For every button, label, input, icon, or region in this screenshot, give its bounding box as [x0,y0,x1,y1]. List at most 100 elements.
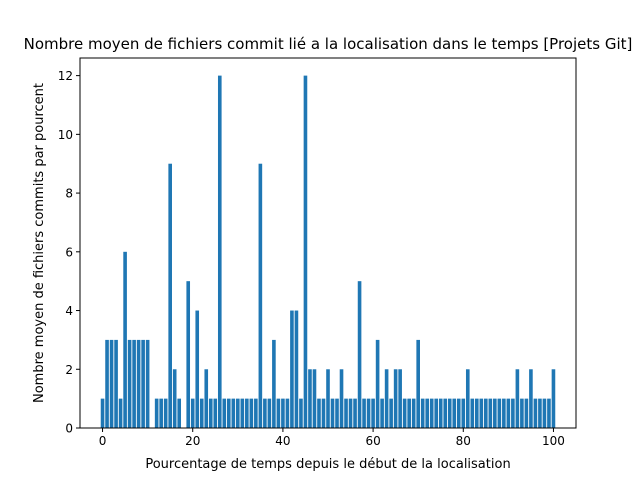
bar-48 [317,398,321,428]
y-tick-label: 8 [65,187,73,201]
bar-14 [163,398,168,428]
bar-49 [321,398,326,428]
bar-19 [186,281,191,428]
bar-97 [538,398,542,428]
x-axis-label: Pourcentage de temps depuis le début de … [145,457,510,472]
bar-62 [380,398,384,428]
bar-100 [551,369,556,428]
bar-31 [240,398,245,428]
bar-75 [438,398,443,428]
bar-67 [402,398,407,428]
bar-55 [348,398,353,428]
bar-80 [461,398,466,428]
bar-10 [145,339,150,428]
bar-1 [105,339,109,428]
bar-40 [281,398,285,428]
bar-88 [497,398,502,428]
x-tick-label: 100 [542,434,565,448]
bar-60 [371,398,375,428]
bar-82 [470,398,475,428]
x-axis-ticks: 0 20 40 60 80 100 [99,428,565,448]
x-tick-label: 80 [456,434,471,448]
x-tick-label: 20 [185,434,200,448]
bar-8 [136,339,141,428]
bar-66 [398,369,402,428]
bar-58 [362,398,366,428]
bar-39 [276,398,281,428]
bar-5 [123,251,127,428]
bar-44 [299,398,303,428]
bar-99 [547,398,551,428]
bar-71 [420,398,425,428]
bar-93 [520,398,524,428]
bar-43 [294,310,299,428]
bar-30 [236,398,240,428]
y-tick-label: 10 [58,128,73,142]
bar-32 [245,398,249,428]
bar-90 [506,398,511,428]
bar-87 [493,398,497,428]
y-tick-label: 2 [65,363,73,377]
x-tick-label: 60 [365,434,380,448]
bar-57 [357,281,362,428]
bar-17 [177,398,182,428]
bar-38 [272,339,276,428]
bar-21 [195,310,200,428]
bar-81 [465,369,470,428]
bar-86 [488,398,493,428]
bar-98 [542,398,547,428]
bar-53 [339,369,344,428]
y-tick-label: 12 [58,69,73,83]
bar-15 [168,163,172,428]
bar-24 [208,398,213,428]
bar-78 [452,398,457,428]
bar-61 [375,339,380,428]
bar-13 [159,398,163,428]
bar-64 [389,398,393,428]
bar-26 [217,75,222,429]
bar-46 [308,369,312,428]
x-tick-label: 40 [275,434,290,448]
y-axis-label: Nombre moyen de fichiers commits par pou… [32,83,47,403]
bar-29 [231,398,236,428]
x-tick-label: 0 [99,434,107,448]
bar-50 [326,369,330,428]
bar-83 [475,398,479,428]
bar-51 [330,398,335,428]
y-tick-label: 4 [65,304,73,318]
bar-59 [366,398,371,428]
bar-89 [502,398,506,428]
bar-77 [447,398,452,428]
bar-76 [443,398,448,428]
bar-85 [484,398,488,428]
bar-6 [127,339,132,428]
bar-47 [312,369,317,428]
bar-34 [254,398,258,428]
bars-group [100,75,556,429]
bar-20 [190,398,195,428]
bar-96 [533,398,538,428]
plot-frame [79,57,577,429]
bar-94 [524,398,529,428]
bar-7 [132,339,136,428]
bar-91 [511,398,515,428]
bar-35 [258,163,263,428]
bar-92 [515,369,520,428]
bar-68 [407,398,411,428]
bar-84 [479,398,484,428]
bar-65 [393,369,398,428]
chart-title: Nombre moyen de fichiers commit lié a la… [24,35,633,53]
bar-45 [303,75,308,429]
bar-52 [335,398,339,428]
bar-63 [384,369,389,428]
bar-73 [429,398,434,428]
bar-23 [204,369,209,428]
y-axis-ticks: 0 2 4 6 8 10 12 [58,69,80,436]
bar-36 [263,398,267,428]
bar-33 [249,398,254,428]
bar-37 [267,398,272,428]
bar-16 [172,369,177,428]
bar-69 [411,398,416,428]
bar-41 [285,398,290,428]
bar-56 [353,398,357,428]
